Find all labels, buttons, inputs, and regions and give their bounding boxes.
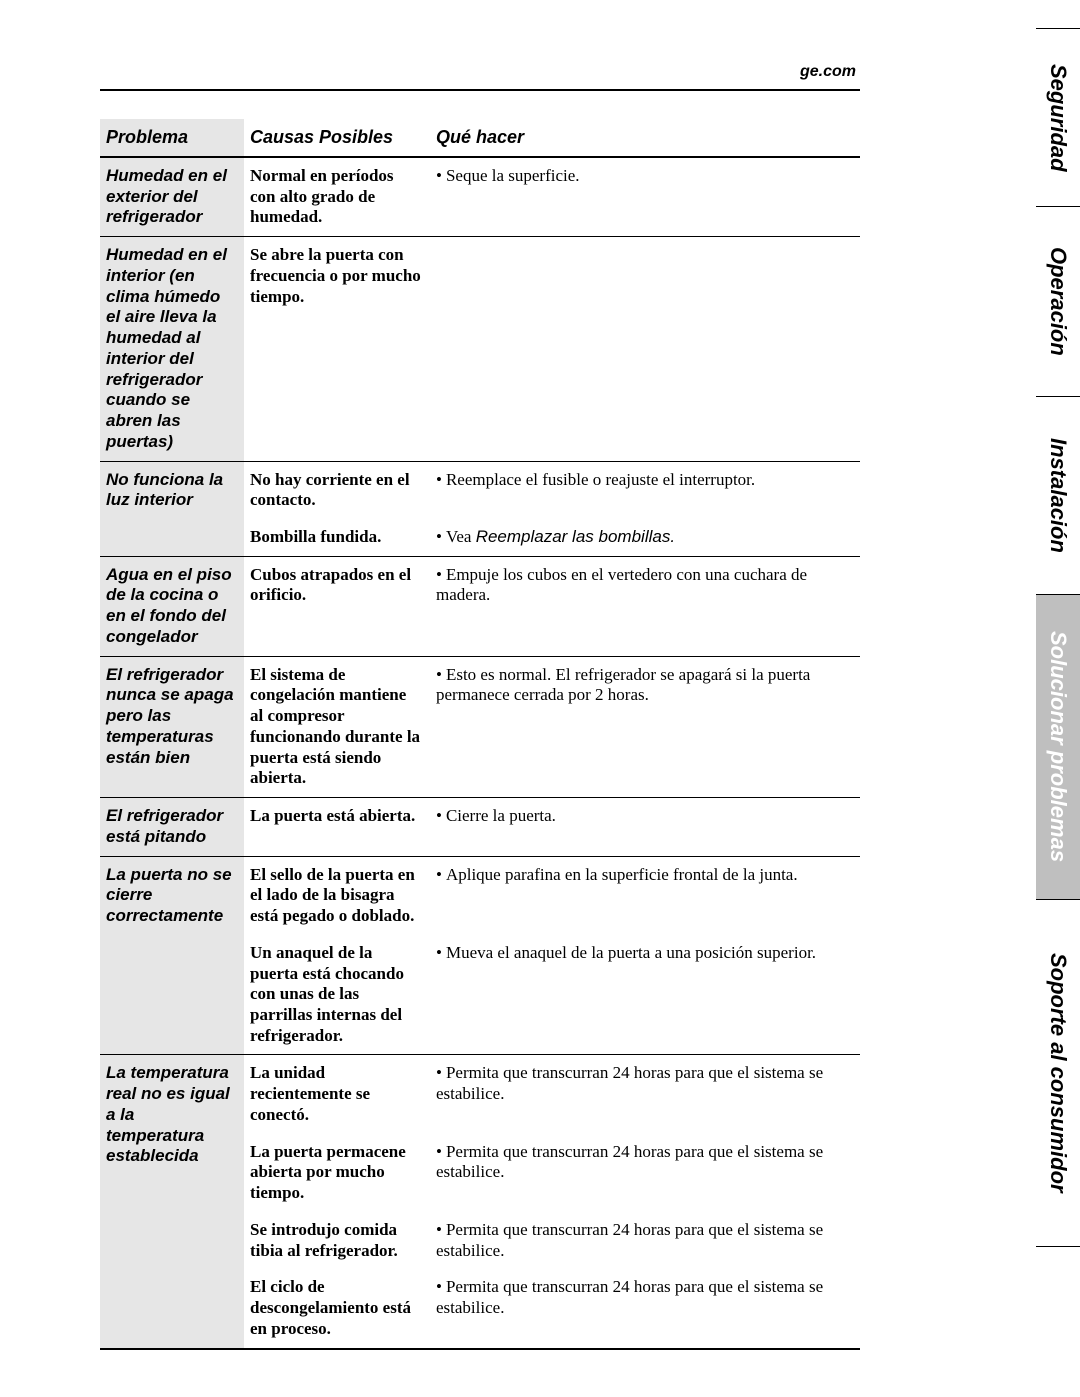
hacer-cell: Permita que transcurran 24 horas para qu… [430, 1055, 860, 1134]
causa-cell: Se introdujo comida tibia al refrigerado… [244, 1212, 430, 1269]
side-tab[interactable]: Solucionar problemas [1036, 594, 1080, 899]
causa-cell: No hay corriente en el contacto. [244, 461, 430, 519]
problema-cell: Agua en el piso de la cocina o en el fon… [100, 556, 244, 656]
causa-cell: La puerta está abierta. [244, 798, 430, 856]
causa-cell: La unidad recientemente se conectó. [244, 1055, 430, 1134]
hacer-cell: Mueva el anaquel de la puerta a una posi… [430, 935, 860, 1055]
problema-cell: Humedad en el interior (en clima húmedo … [100, 237, 244, 461]
causa-cell: El ciclo de descongelamiento está en pro… [244, 1269, 430, 1348]
col-hacer: Qué hacer [430, 119, 860, 157]
causa-cell: Un anaquel de la puerta está chocando co… [244, 935, 430, 1055]
hacer-cell: Reemplace el fusible o reajuste el inter… [430, 461, 860, 519]
causa-cell: Se abre la puerta con frecuencia o por m… [244, 237, 430, 461]
problema-cell: La puerta no se cierre correctamente [100, 856, 244, 1055]
col-causas: Causas Posibles [244, 119, 430, 157]
side-tab[interactable]: Operación [1036, 206, 1080, 396]
hacer-cell: Seque la superficie. [430, 157, 860, 237]
hacer-cell: Permita que transcurran 24 horas para qu… [430, 1212, 860, 1269]
side-tab[interactable]: Seguridad [1036, 28, 1080, 206]
causa-cell: La puerta permacene abierta por mucho ti… [244, 1134, 430, 1212]
hacer-cell: Empuje los cubos en el vertedero con una… [430, 556, 860, 656]
side-tabs: SeguridadOperaciónInstalaciónSolucionar … [1036, 28, 1080, 1368]
top-rule [100, 89, 860, 91]
problema-cell: La temperatura real no es igual a la tem… [100, 1055, 244, 1349]
hacer-cell: Esto es normal. El refrigerador se apaga… [430, 656, 860, 797]
hacer-cell: Cierre la puerta. [430, 798, 860, 856]
causa-cell: Normal en períodos con alto grado de hum… [244, 157, 430, 237]
side-tab[interactable]: Soporte al consumidor [1036, 899, 1080, 1247]
causa-cell: El sistema de congelación mantiene al co… [244, 656, 430, 797]
problema-cell: El refrigerador nunca se apaga pero las … [100, 656, 244, 797]
hacer-cell: Vea Reemplazar las bombillas. [430, 519, 860, 556]
problema-cell: Humedad en el exterior del refrigerador [100, 157, 244, 237]
troubleshooting-table: Problema Causas Posibles Qué hacer Humed… [100, 119, 860, 1350]
causa-cell: Bombilla fundida. [244, 519, 430, 556]
side-tab[interactable]: Instalación [1036, 396, 1080, 594]
causa-cell: El sello de la puerta en el lado de la b… [244, 856, 430, 935]
hacer-cell [430, 237, 860, 461]
hacer-cell: Permita que transcurran 24 horas para qu… [430, 1134, 860, 1212]
causa-cell: Cubos atrapados en el orificio. [244, 556, 430, 656]
site-link: ge.com [800, 63, 856, 81]
problema-cell: El refrigerador está pitando [100, 798, 244, 856]
hacer-cell: Permita que transcurran 24 horas para qu… [430, 1269, 860, 1348]
problema-cell: No funciona la luz interior [100, 461, 244, 556]
hacer-cell: Aplique parafina en la superficie fronta… [430, 856, 860, 935]
col-problema: Problema [100, 119, 244, 157]
